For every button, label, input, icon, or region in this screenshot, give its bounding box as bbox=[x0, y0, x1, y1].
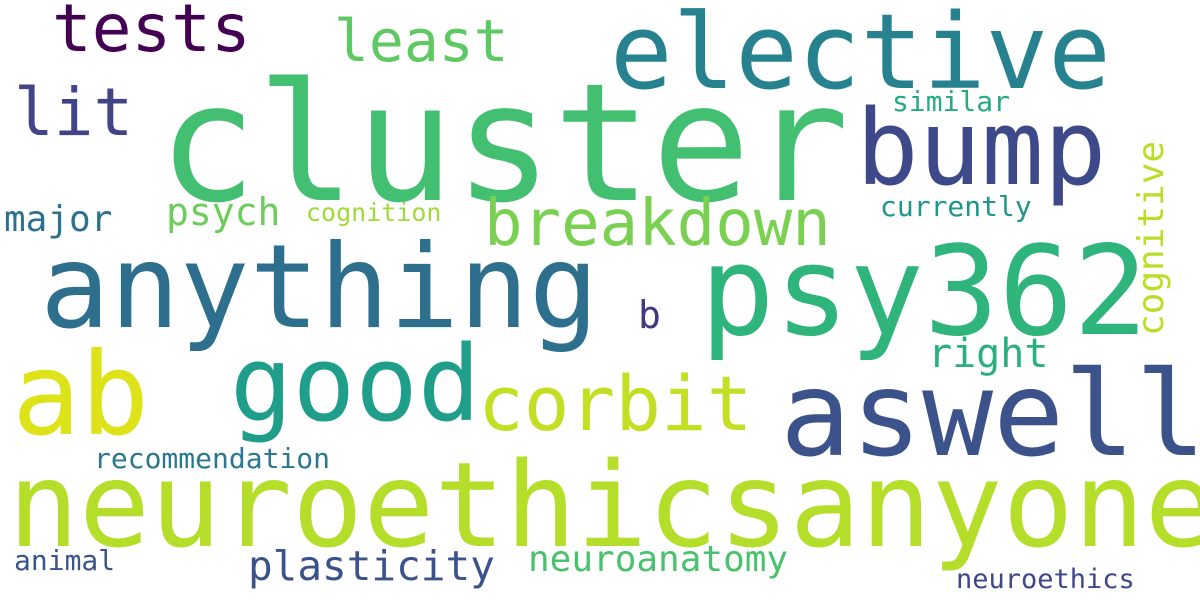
word-b: b bbox=[638, 293, 661, 337]
word-psy362: psy362 bbox=[700, 220, 1148, 364]
word-neuroethicsanyone: neuroethicsanyone bbox=[8, 436, 1200, 574]
word-ab: ab bbox=[12, 328, 150, 461]
word-corbit: corbit bbox=[478, 359, 753, 448]
word-lit: lit bbox=[14, 74, 134, 151]
word-bump: bump bbox=[856, 87, 1107, 209]
word-anything: anything bbox=[40, 220, 599, 355]
word-plasticity: plasticity bbox=[248, 542, 495, 590]
word-good: good bbox=[230, 323, 481, 445]
word-animal: animal bbox=[14, 544, 116, 577]
word-tests: tests bbox=[52, 0, 251, 67]
word-cognition: cognition bbox=[306, 198, 442, 227]
word-cognitive: cognitive bbox=[1131, 140, 1172, 336]
word-least: least bbox=[334, 7, 509, 75]
word-cluster: cluster bbox=[158, 48, 850, 239]
word-aswell: aswell bbox=[780, 345, 1200, 483]
word-recommendation: recommendation bbox=[94, 442, 331, 475]
word-elective: elective bbox=[610, 0, 1111, 113]
word-neuroethics: neuroethics bbox=[956, 564, 1135, 595]
word-neuroanatomy: neuroanatomy bbox=[528, 539, 789, 580]
word-currently: currently bbox=[880, 190, 1032, 223]
word-breakdown: breakdown bbox=[484, 187, 831, 261]
word-psych: psych bbox=[166, 190, 281, 234]
word-right: right bbox=[928, 331, 1049, 377]
word-major: major bbox=[4, 199, 113, 240]
word-similar: similar bbox=[892, 85, 1011, 118]
